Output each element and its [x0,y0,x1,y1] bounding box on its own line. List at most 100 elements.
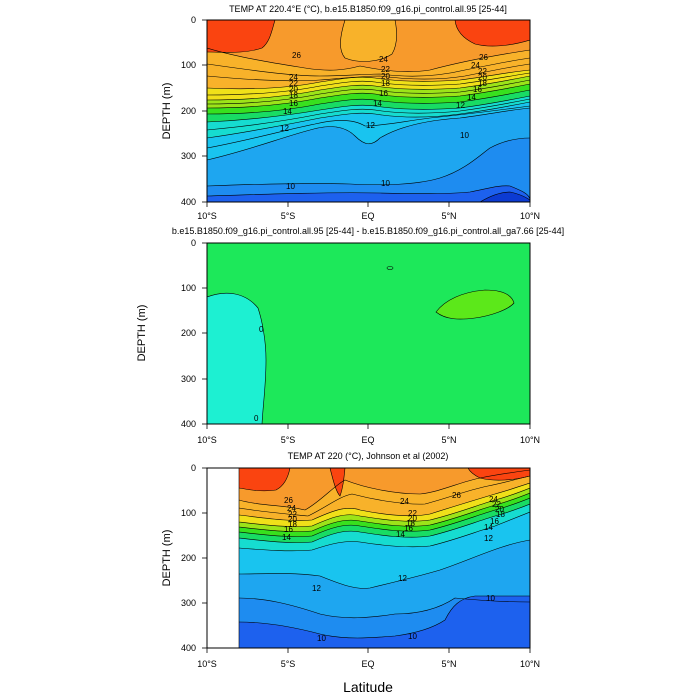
clabel: 24 [400,497,409,506]
clabel: 10 [286,182,295,191]
warm-pool-west [207,20,275,53]
panel-bottom-contour-labels: 26 24 22 20 18 16 14 24 22 20 18 16 14 1… [282,491,505,643]
clabel: 18 [288,520,297,529]
clabel: 12 [280,124,289,133]
clabel: 18 [381,79,390,88]
clabel: 12 [398,574,407,583]
clabel: 22 [381,65,390,74]
clabel: 14 [396,530,405,539]
xtick: 5°N [441,659,456,669]
clabel: 22 [492,500,501,509]
xtick: 5°N [441,211,456,221]
warm-streak [330,468,345,496]
panel-bottom-title: TEMP AT 220 (°C), Johnson et al (2002) [288,451,449,461]
panel-top-fill [207,20,530,202]
clabel: 22 [408,509,417,518]
xtick: 5°S [281,211,296,221]
clabel: 22 [289,79,298,88]
panel-middle-frame [206,242,531,425]
xtick: EQ [361,435,374,445]
ytick: 200 [181,553,196,563]
clabel: 16 [379,89,388,98]
xtick: 5°S [281,435,296,445]
xtick: 10°N [520,435,540,445]
clabel: 26 [284,496,293,505]
panel-top-title: TEMP AT 220.4°E (°C), b.e15.B1850.f09_g1… [229,4,507,14]
ytick: 400 [181,419,196,429]
clabel: 20 [495,505,504,514]
clabel: 12 [312,584,321,593]
ytick: 300 [181,598,196,608]
clabel: 0 [259,325,264,334]
clabel: 10 [460,131,469,140]
clabel: 20 [381,72,390,81]
ytick: 300 [181,151,196,161]
ytick: 100 [181,283,196,293]
clabel: 14 [373,99,382,108]
band-10 [207,138,530,202]
ytick: 100 [181,508,196,518]
clabel: 12 [484,534,493,543]
warm-pool-east [455,20,530,47]
ytick: 0 [191,15,196,25]
ytick: 200 [181,106,196,116]
clabel: 24 [489,495,498,504]
xtick: 10°N [520,659,540,669]
clabel: 18 [496,510,505,519]
panel-bottom-x-ticks: 10°S 5°S EQ 5°N 10°N [197,659,540,669]
panel-bottom-fill [239,468,530,648]
panel-middle-tick-marks [202,242,531,429]
panel-bottom-tick-marks [202,467,531,653]
ytick: 200 [181,328,196,338]
panel-top-x-ticks: 10°S 5°S EQ 5°N 10°N [197,211,540,221]
clabel: 20 [289,85,298,94]
clabel: 24 [379,55,388,64]
panel-middle: b.e15.B1850.f09_g16.pi_control.all.95 [2… [136,226,564,445]
clabel: 16 [404,524,413,533]
panel-middle-contour-labels: 0 0 [254,325,264,423]
band-8 [207,185,530,202]
clabel: 20 [478,73,487,82]
ytick: 0 [191,238,196,248]
panel-top: TEMP AT 220.4°E (°C), b.e15.B1850.f09_g1… [161,4,540,221]
panel-top-ylabel: DEPTH (m) [161,83,173,140]
band-8 [239,596,530,648]
clabel: 18 [478,79,487,88]
panel-top-tick-marks [202,19,531,207]
clabel: 16 [289,99,298,108]
clabel: 16 [284,525,293,534]
clabel: 26 [479,53,488,62]
panel-middle-x-ticks: 10°S 5°S EQ 5°N 10°N [197,435,540,445]
clabel: 16 [473,85,482,94]
clabel: 22 [478,67,487,76]
clabel: 14 [282,533,291,542]
panel-top-y-ticks: 0 100 200 300 400 [181,15,196,207]
clabel: 20 [288,515,297,524]
xtick: 5°N [441,435,456,445]
panel-middle-contours [207,266,515,424]
panel-middle-ylabel: DEPTH (m) [136,305,148,362]
clabel: 24 [471,61,480,70]
panel-bottom-y-ticks: 0 100 200 300 400 [181,463,196,653]
ytick: 400 [181,643,196,653]
x-axis-label: Latitude [343,679,393,695]
clabel: 10 [317,634,326,643]
panel-top-contour-labels: 26 24 22 20 18 16 14 12 10 24 22 20 18 1… [280,51,488,191]
xtick: 10°S [197,435,217,445]
clabel: 18 [406,519,415,528]
ytick: 0 [191,463,196,473]
clabel: 20 [408,514,417,523]
clabel: 0 [254,414,259,423]
panel-top-contours [207,20,530,202]
clabel: 10 [486,594,495,603]
panel-bottom-contours [239,468,530,639]
xtick: 10°N [520,211,540,221]
clabel: 10 [408,632,417,641]
ytick: 100 [181,60,196,70]
panel-bottom: TEMP AT 220 (°C), Johnson et al (2002) [161,451,540,695]
clabel: 12 [456,101,465,110]
clabel: 26 [292,51,301,60]
xtick: EQ [361,659,374,669]
warm-pool-west [239,468,290,491]
